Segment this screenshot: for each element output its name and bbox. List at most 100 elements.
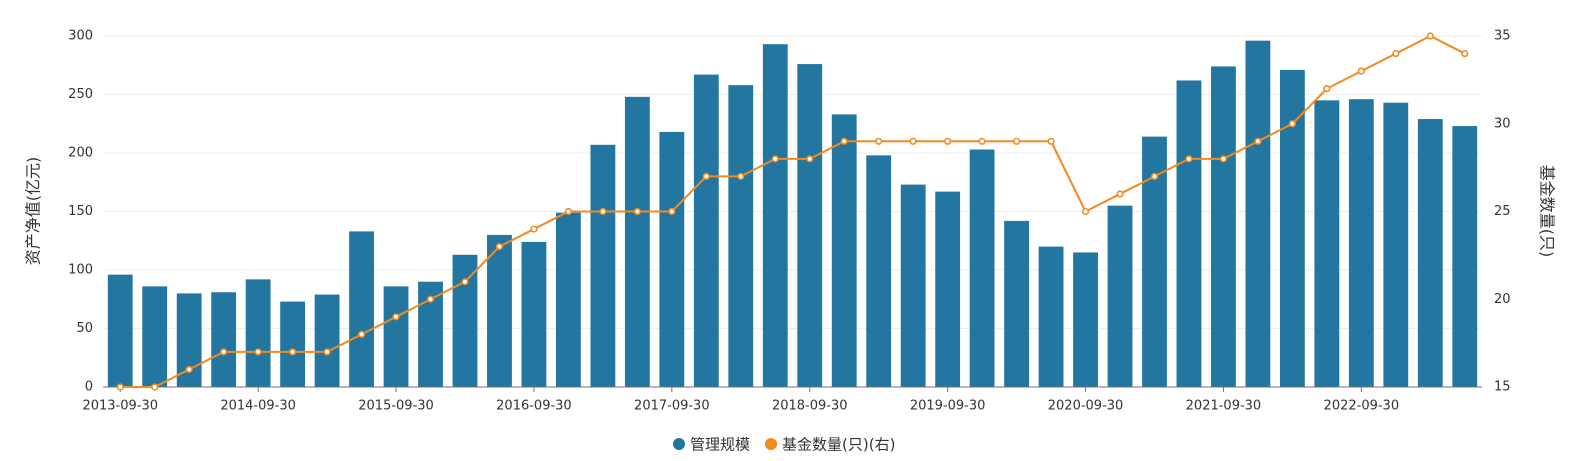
line-point [1288,120,1296,128]
y2-tick-label: 15 [1494,380,1511,395]
line-point [220,348,228,356]
line-point [1392,49,1400,58]
line-point [1357,67,1365,75]
bar [211,292,237,387]
bar [107,274,133,387]
x-tick-label: 2017-09-30 [634,399,710,414]
x-tick-label: 2018-09-30 [772,399,848,414]
bar [866,155,892,387]
line-point [116,383,124,391]
bar [1417,119,1443,387]
line-point [633,207,641,216]
line-point [702,172,710,180]
bar [1348,99,1374,388]
line [120,34,1466,388]
legend-marker [673,438,685,450]
line-point [737,172,745,180]
line-point [1426,32,1434,40]
bar [1314,100,1340,387]
line-point [1219,155,1228,163]
bar [624,96,650,387]
y-tick-label: 100 [68,263,93,278]
bar [1038,246,1064,387]
bar [935,191,961,387]
y2-tick-label: 20 [1494,292,1511,307]
bar [831,114,857,387]
line-point [530,225,538,233]
line-point [323,348,331,356]
bar [142,286,168,387]
line-point [1116,190,1124,198]
bar [969,149,995,387]
y2-tick-label: 30 [1494,116,1511,131]
line-point [1047,137,1055,145]
bar [245,279,271,387]
bar [1073,252,1098,387]
x-tick-label: 2016-09-30 [496,399,572,414]
bar [900,184,926,387]
line-point [1254,137,1262,145]
bar [590,144,616,387]
y-tick-label: 150 [68,204,93,219]
x-tick-label: 2014-09-30 [220,399,296,414]
line-point [461,278,469,286]
line-point [978,137,986,145]
line-point [392,313,400,321]
bar [728,85,754,387]
line-point [357,330,366,338]
bar [280,301,306,387]
line-point [909,137,917,145]
bar [521,241,547,387]
legend-label: 基金数量(只)(右) [782,436,895,454]
bar [383,286,409,387]
legend-marker [765,438,778,450]
y-tick-label: 200 [68,146,93,161]
line-point [806,155,814,163]
bar [1245,40,1271,388]
line-point [1081,207,1090,216]
line-point [151,383,159,391]
bar [1279,69,1305,388]
line-point [875,137,883,145]
y2-tick-label: 25 [1494,204,1511,219]
y-tick-label: 50 [76,321,93,336]
bar [487,234,512,387]
x-tick-label: 2020-09-30 [1048,399,1124,414]
line-point [1185,155,1193,163]
bar [452,254,478,387]
bar [1452,126,1478,387]
bar [1176,80,1202,388]
line-point [1461,49,1469,58]
line-point [1012,137,1021,145]
line-point [944,137,952,145]
x-tick-label: 2013-09-30 [82,399,158,414]
bar [556,212,581,387]
line-point [1323,85,1331,93]
bar [797,64,823,387]
line-point [668,207,676,216]
bar [693,74,719,388]
y-tick-label: 250 [68,87,93,102]
line-point [564,207,573,216]
x-tick-label: 2021-09-30 [1186,399,1262,414]
bar [659,131,685,387]
line-point [599,207,607,216]
bar [1107,205,1133,387]
line-point [185,365,193,374]
x-tick-label: 2019-09-30 [910,399,986,414]
y2-tick-label: 35 [1494,29,1511,44]
bar [314,294,340,387]
bar [1211,66,1236,388]
y-axis-title: 资产净值(亿元) [24,157,43,266]
x-tick-label: 2015-09-30 [358,399,434,414]
bar [1004,220,1029,387]
x-tick-label: 2022-09-30 [1324,399,1400,414]
y2-axis-title: 基金数量(只) [1538,165,1557,258]
bar [1383,102,1409,387]
line-point [771,155,779,163]
bar [762,44,788,387]
y-tick-label: 300 [68,29,93,44]
line-point [426,295,435,303]
line-point [840,137,848,145]
